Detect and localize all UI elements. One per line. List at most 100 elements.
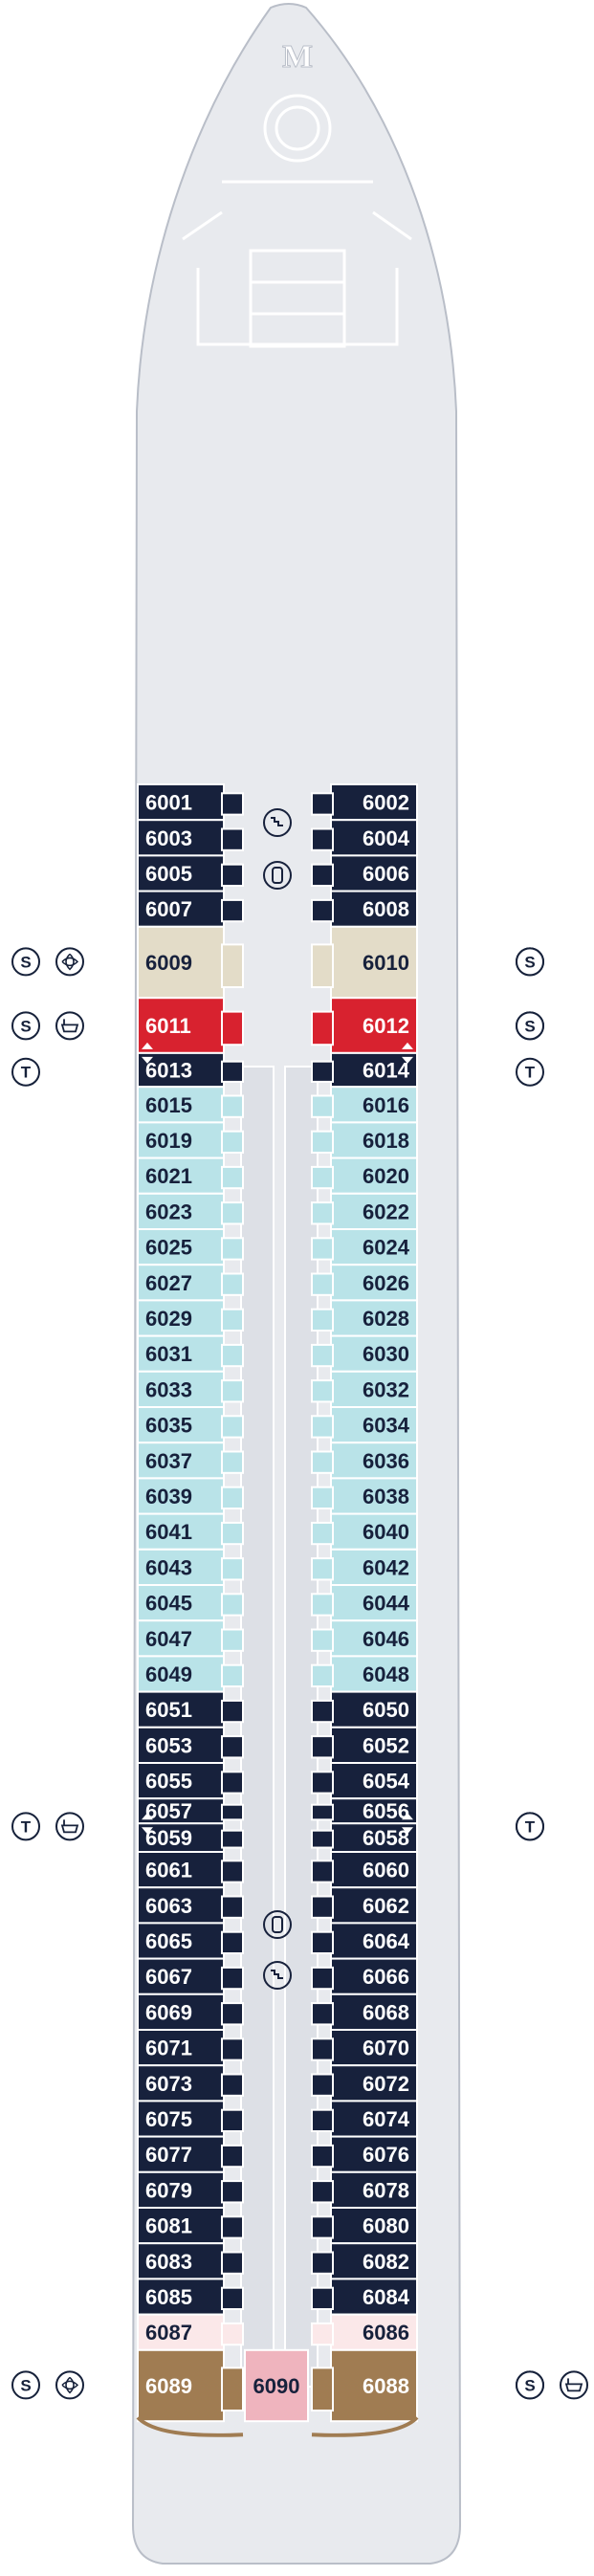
cabin-6050[interactable]: 6050	[311, 1690, 418, 1728]
cabin-6067[interactable]: 6067	[137, 1957, 244, 1995]
connecting-arrow-icon	[402, 1813, 413, 1820]
cabin-6079[interactable]: 6079	[137, 2170, 244, 2210]
cabin-6030[interactable]: 6030	[311, 1334, 418, 1373]
cabin-6004[interactable]: 6004	[311, 819, 418, 857]
cabin-6074[interactable]: 6074	[311, 2100, 418, 2138]
cabin-6075[interactable]: 6075	[137, 2100, 244, 2138]
cabin-6013[interactable]: 6013	[137, 1051, 244, 1089]
connecting-arrow-icon	[402, 1056, 413, 1064]
cabin-6025[interactable]: 6025	[137, 1228, 244, 1266]
cabin-6028[interactable]: 6028	[311, 1299, 418, 1337]
cabin-6016[interactable]: 6016	[311, 1086, 418, 1124]
cabin-6026[interactable]: 6026	[311, 1264, 418, 1302]
cabin-bath-block	[311, 2286, 334, 2311]
cabin-6062[interactable]: 6062	[311, 1886, 418, 1925]
cabin-block	[330, 925, 418, 1000]
cabin-6012[interactable]: 6012	[311, 997, 418, 1054]
cabin-6011[interactable]: 6011	[137, 997, 244, 1054]
cabin-number: 6020	[363, 1164, 409, 1188]
cabin-6073[interactable]: 6073	[137, 2064, 244, 2103]
cabin-6006[interactable]: 6006	[311, 854, 418, 892]
cabin-6070[interactable]: 6070	[311, 2029, 418, 2067]
cabin-6039[interactable]: 6039	[137, 1477, 244, 1515]
svg-text:S: S	[524, 953, 535, 971]
cabin-6057[interactable]: 6057	[137, 1797, 244, 1825]
cabin-6058[interactable]: 6058	[311, 1822, 418, 1853]
cabin-6077[interactable]: 6077	[137, 2135, 244, 2173]
cabin-6010[interactable]: 6010	[311, 925, 418, 1000]
cabin-bath-block	[221, 2251, 244, 2275]
cabin-6080[interactable]: 6080	[311, 2207, 418, 2245]
cabin-6033[interactable]: 6033	[137, 1370, 244, 1409]
cabin-6087[interactable]: 6087	[137, 2313, 244, 2351]
cabin-6059[interactable]: 6059	[137, 1822, 244, 1853]
cabin-6068[interactable]: 6068	[311, 1993, 418, 2032]
cabin-6029[interactable]: 6029	[137, 1299, 244, 1337]
cabin-6038[interactable]: 6038	[311, 1477, 418, 1515]
cabin-block	[137, 2170, 225, 2210]
cabin-6054[interactable]: 6054	[311, 1762, 418, 1800]
cabin-bath-block	[311, 2322, 334, 2346]
cabin-6046[interactable]: 6046	[311, 1619, 418, 1658]
cabin-6069[interactable]: 6069	[137, 1993, 244, 2032]
cabin-6085[interactable]: 6085	[137, 2278, 244, 2316]
cabin-number: 6063	[145, 1894, 192, 1918]
cabin-bath-block	[311, 1010, 334, 1046]
cabin-number: 6033	[145, 1377, 192, 1401]
cabin-6001[interactable]: 6001	[137, 783, 244, 822]
cabin-6040[interactable]: 6040	[311, 1512, 418, 1551]
cabin-6055[interactable]: 6055	[137, 1762, 244, 1800]
cabin-bath-block	[311, 2108, 334, 2133]
cabin-6056[interactable]: 6056	[311, 1797, 418, 1825]
cabin-bath-block	[221, 2073, 244, 2097]
cabin-number: 6084	[363, 2285, 410, 2309]
cabin-number: 6087	[145, 2321, 192, 2345]
cabin-6023[interactable]: 6023	[137, 1192, 244, 1231]
cabin-number: 6057	[145, 1799, 192, 1823]
cabin-number: 6053	[145, 1733, 192, 1757]
cabin-bath-block	[221, 1895, 244, 1919]
cabin-6061[interactable]: 6061	[137, 1851, 244, 1889]
cabin-6089[interactable]: 6089	[136, 2348, 244, 2437]
cabin-6083[interactable]: 6083	[137, 2242, 244, 2280]
cabin-bath-block	[221, 1771, 244, 1794]
cabin-6064[interactable]: 6064	[311, 1922, 418, 1960]
triple-icon: T	[11, 1057, 40, 1087]
cabin-number: 6002	[363, 791, 409, 815]
cabin-6065[interactable]: 6065	[137, 1922, 244, 1960]
cabin-6047[interactable]: 6047	[137, 1619, 244, 1658]
cabin-6048[interactable]: 6048	[311, 1655, 418, 1693]
cabin-6005[interactable]: 6005	[137, 854, 244, 892]
cabin-number: 6034	[363, 1414, 410, 1438]
cabin-number: 6024	[363, 1236, 410, 1260]
cabin-6041[interactable]: 6041	[137, 1512, 244, 1551]
cabin-6082[interactable]: 6082	[311, 2242, 418, 2280]
cabin-6086[interactable]: 6086	[311, 2313, 418, 2351]
cabin-6078[interactable]: 6078	[311, 2170, 418, 2210]
cabin-6081[interactable]: 6081	[137, 2207, 244, 2245]
cabin-number: 6077	[145, 2143, 192, 2167]
cabin-6088[interactable]: 6088	[311, 2348, 419, 2437]
cabin-6034[interactable]: 6034	[311, 1406, 418, 1444]
cabin-number: 6012	[363, 1014, 409, 1038]
cabin-bath-block	[221, 1272, 244, 1296]
cabin-6019[interactable]: 6019	[137, 1121, 244, 1159]
cabin-6008[interactable]: 6008	[311, 890, 418, 928]
cabin-bath-block	[311, 1450, 334, 1474]
cabin-6037[interactable]: 6037	[137, 1442, 244, 1480]
cabin-6009[interactable]: 6009	[137, 925, 244, 1000]
cabin-6036[interactable]: 6036	[311, 1442, 418, 1480]
cabin-6035[interactable]: 6035	[137, 1406, 244, 1444]
cabin-number: 6069	[145, 2000, 192, 2024]
cabin-6003[interactable]: 6003	[137, 819, 244, 857]
cabin-6002[interactable]: 6002	[311, 783, 418, 822]
cabin-6063[interactable]: 6063	[137, 1886, 244, 1925]
cabin-6072[interactable]: 6072	[311, 2064, 418, 2103]
cabin-6071[interactable]: 6071	[137, 2029, 244, 2067]
cabin-6060[interactable]: 6060	[311, 1851, 418, 1889]
cabin-6090[interactable]: 6090	[244, 2348, 309, 2423]
suite-icon: S	[516, 1011, 544, 1041]
cabin-6014[interactable]: 6014	[311, 1051, 418, 1089]
cabin-6022[interactable]: 6022	[311, 1192, 418, 1231]
cabin-number: 6085	[145, 2285, 192, 2309]
